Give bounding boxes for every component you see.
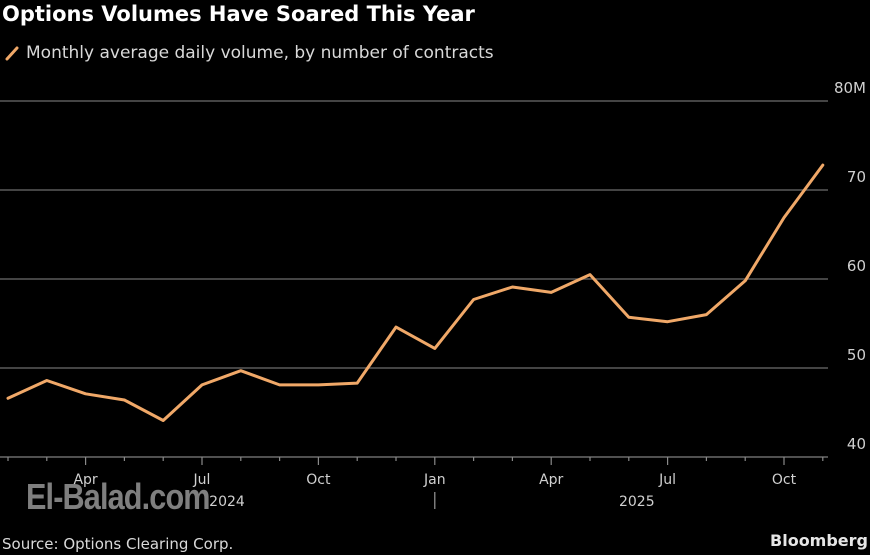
volume-line: [6, 163, 825, 422]
x-tick-label: Apr: [73, 472, 97, 488]
year-label: 2024: [209, 494, 245, 510]
x-axis: Apr Jul Oct Jan Apr Jul Oct 2024 2025: [0, 456, 828, 510]
y-tick-label: 40: [847, 435, 866, 453]
chart-title: Options Volumes Have Soared This Year: [2, 2, 475, 26]
x-tick-label: Oct: [772, 472, 797, 488]
x-tick-label: Jul: [193, 472, 211, 488]
year-label: 2025: [619, 494, 655, 510]
x-tick-label: Jul: [658, 472, 676, 488]
y-tick-label: 70: [847, 168, 866, 186]
y-axis-labels: 40 50 60 70 80M: [834, 79, 866, 453]
x-tick-label: Oct: [306, 472, 331, 488]
gridlines: [0, 100, 828, 369]
y-tick-label: 60: [847, 257, 866, 275]
watermark: El-Balad.com: [26, 476, 211, 517]
legend-label: Monthly average daily volume, by number …: [26, 43, 494, 63]
legend: Monthly average daily volume, by number …: [4, 43, 494, 63]
x-tick-label: Apr: [539, 472, 563, 488]
brand-logo: Bloomberg: [770, 531, 868, 550]
y-tick-label: 80M: [834, 79, 866, 97]
y-tick-label: 50: [847, 346, 866, 364]
source-note: Source: Options Clearing Corp.: [2, 535, 234, 553]
line-swatch-icon: [5, 46, 19, 61]
x-tick-label: Jan: [423, 472, 446, 488]
